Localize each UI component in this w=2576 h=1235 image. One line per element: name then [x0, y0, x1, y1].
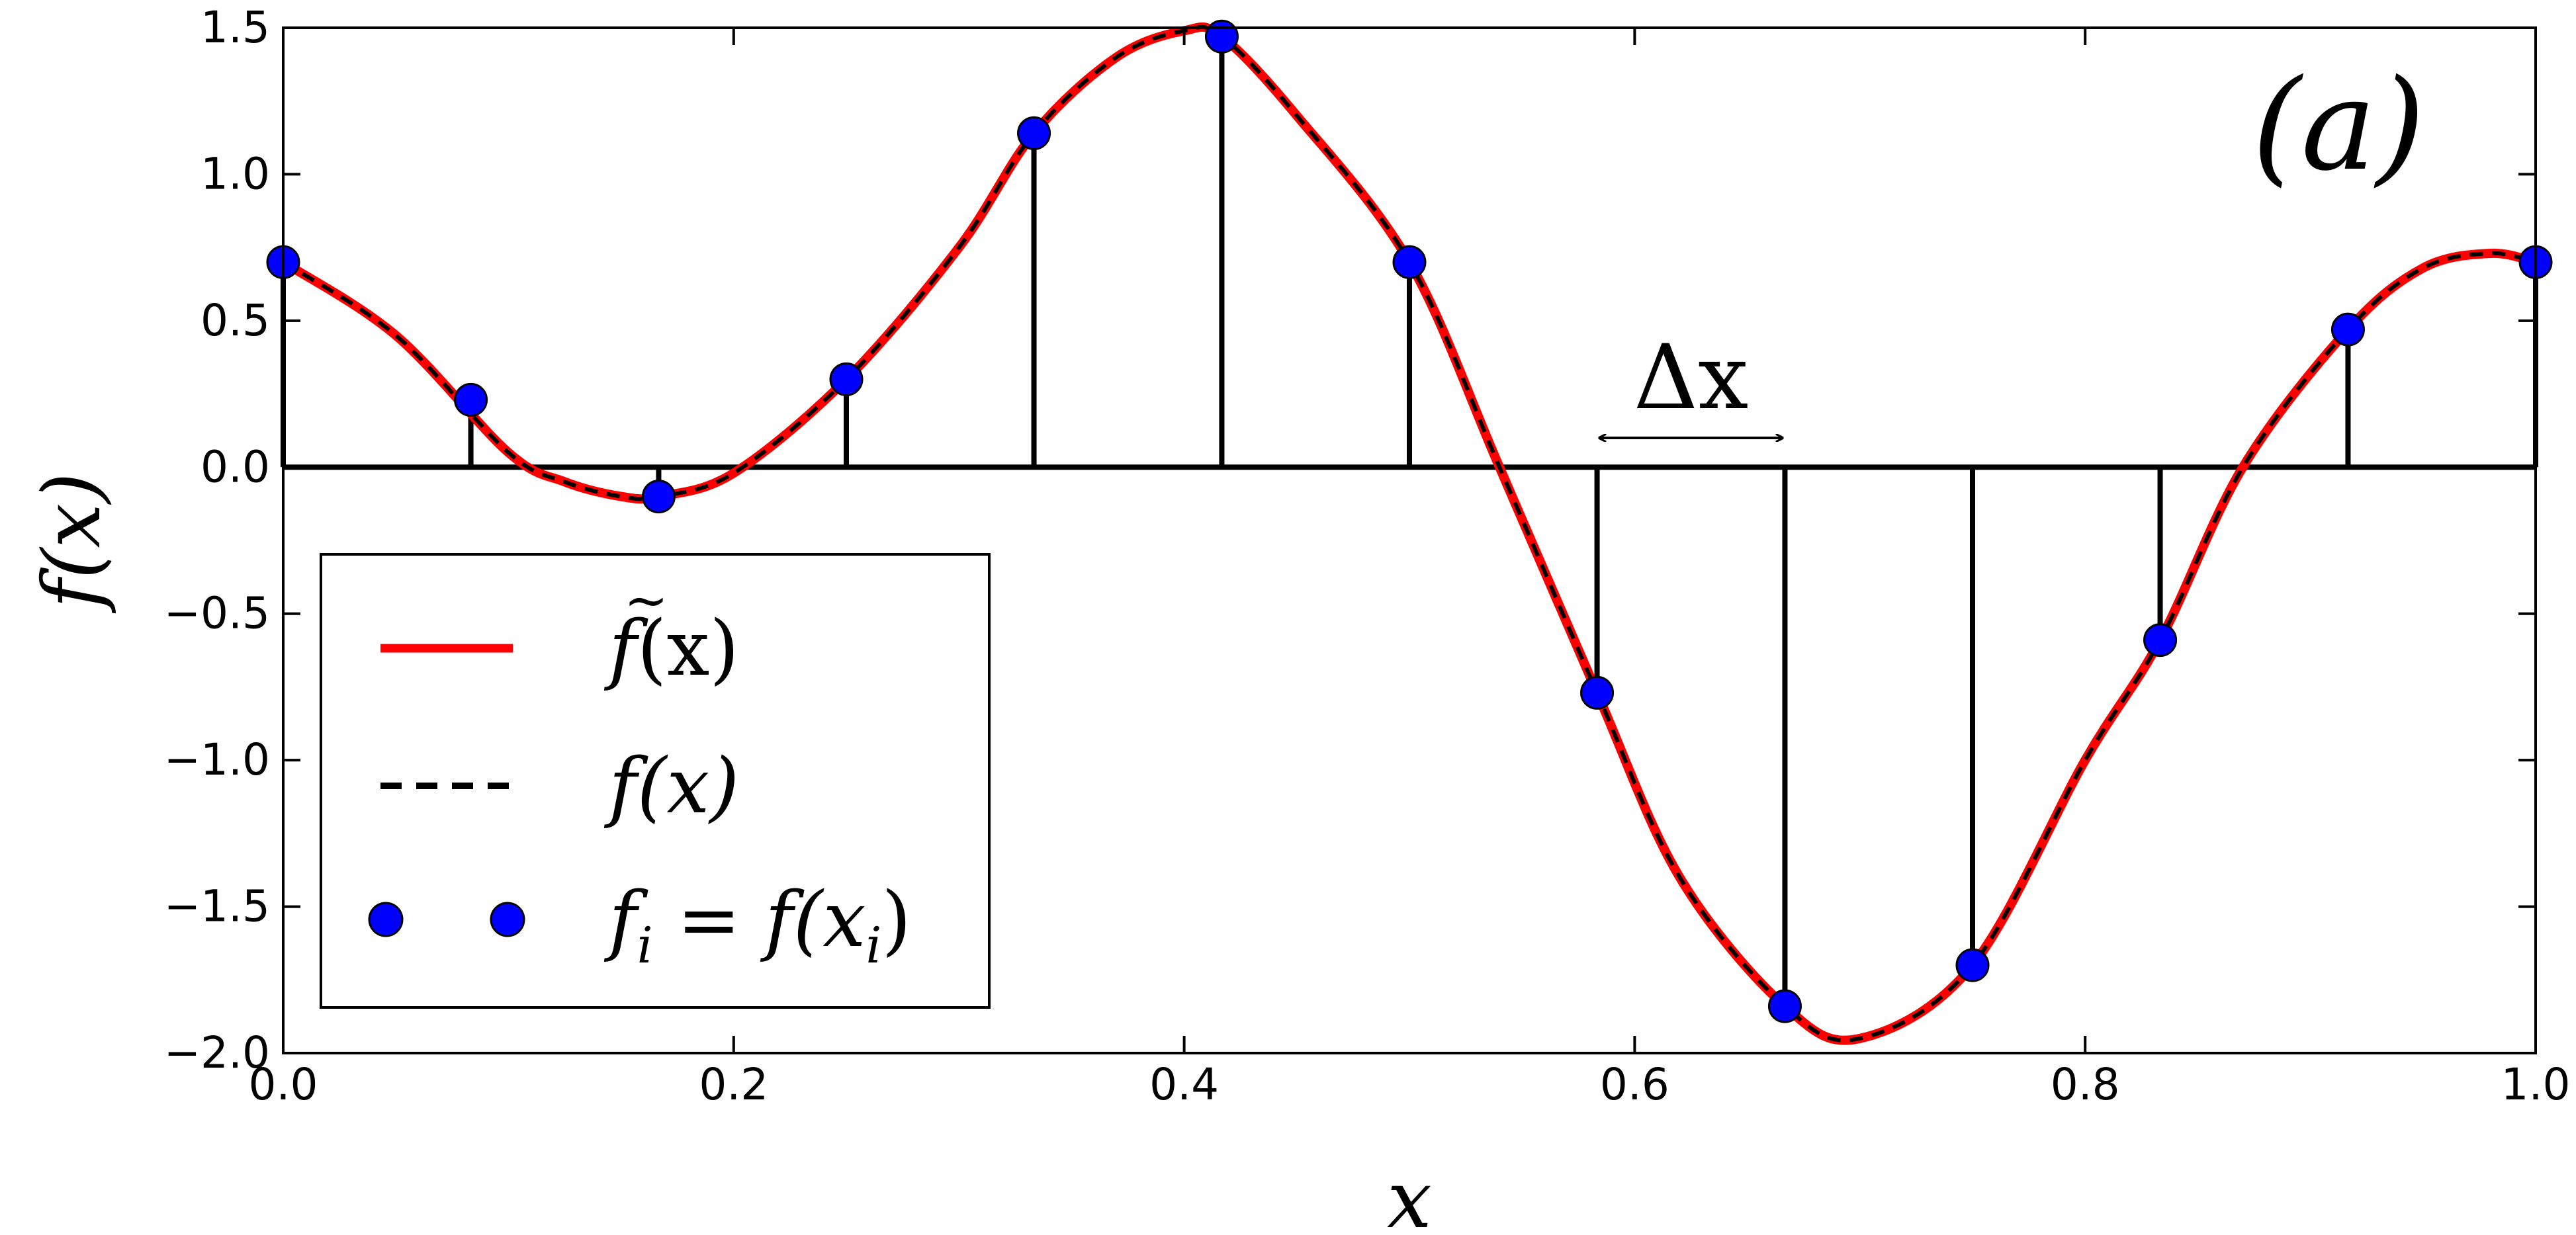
series-f-dashed-line	[282, 24, 2536, 1043]
ytick-label-3: 0.0	[200, 441, 270, 492]
sample-point-9	[1955, 948, 1990, 982]
sample-point-7	[1580, 675, 1615, 710]
ytick-label-4: −0.5	[164, 588, 270, 639]
sample-point-6	[1392, 245, 1427, 279]
ytick-label-2: 0.5	[200, 295, 270, 346]
sample-point-3	[829, 362, 864, 396]
panel-label: (a)	[2252, 52, 2425, 198]
sample-point-1	[454, 382, 488, 417]
ytick-label-7: −2.0	[164, 1027, 270, 1078]
ytick-label-0: 1.5	[200, 2, 270, 53]
sample-point-8	[1767, 989, 1802, 1023]
sample-point-2	[641, 480, 676, 514]
delta-x-label: Δx	[1634, 325, 1749, 429]
xtick-label-5: 1.0	[2501, 1059, 2571, 1110]
sample-point-4	[1017, 116, 1051, 150]
x-axis-label: x	[1387, 1154, 1432, 1235]
delta-x-annotation: Δx	[1600, 325, 1783, 438]
y-axis-label: f(x)	[26, 472, 118, 614]
legend-marker-2	[490, 902, 525, 937]
xtick-label-3: 0.6	[1600, 1059, 1669, 1110]
legend-box	[320, 553, 991, 1009]
legend-label-ftilde: f(x)	[603, 605, 739, 693]
xtick-label-1: 0.2	[699, 1059, 768, 1110]
sample-markers	[266, 19, 2553, 1023]
xtick-label-2: 0.4	[1149, 1059, 1219, 1110]
sample-point-11	[2331, 312, 2365, 347]
legend: f(x) ~ f(x) fi = f(xi)	[320, 553, 991, 1009]
sample-point-5	[1204, 19, 1239, 54]
y-tick-labels: 1.5 1.0 0.5 0.0 −0.5 −1.0 −1.5 −2.0	[164, 2, 270, 1078]
sample-point-10	[2143, 623, 2178, 658]
ytick-label-1: 1.0	[200, 148, 270, 199]
legend-tilde-accent: ~	[624, 570, 668, 631]
ytick-label-6: −1.5	[164, 881, 270, 932]
axis-ticks	[282, 26, 2537, 1054]
x-tick-labels: 0.0 0.2 0.4 0.6 0.8 1.0	[249, 1059, 2571, 1110]
legend-marker-1	[368, 902, 404, 937]
plot-frame	[282, 26, 2537, 1054]
legend-label-f: f(x)	[603, 742, 739, 831]
ytick-label-5: −1.0	[164, 734, 270, 785]
legend-label-fi: fi = f(xi)	[603, 876, 911, 974]
xtick-label-4: 0.8	[2051, 1059, 2120, 1110]
xtick-label-0: 0.0	[249, 1059, 318, 1110]
